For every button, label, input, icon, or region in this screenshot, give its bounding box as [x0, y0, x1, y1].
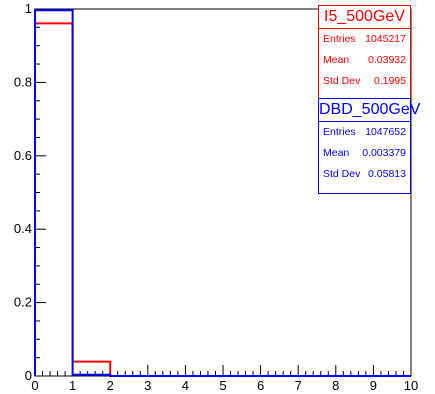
x-tick-label: 5 — [219, 378, 226, 393]
x-tick-label: 8 — [332, 378, 339, 393]
y-tick-label: 0.8 — [14, 74, 32, 89]
x-tick-label: 9 — [370, 378, 377, 393]
stats-box-dbd: DBD_500GeV Entries 1047652 Mean 0.003379 S… — [318, 98, 420, 194]
y-tick-label: 0.2 — [14, 295, 32, 310]
x-tick-labels: 0 1 2 3 4 5 6 7 8 9 10 — [31, 378, 418, 393]
stats-title: I5_500GeV — [319, 6, 410, 29]
y-tick-label: 0.6 — [14, 148, 32, 163]
stats-row-entries: Entries 1047652 — [323, 126, 406, 138]
x-tick-label: 6 — [257, 378, 264, 393]
y-tick-labels: 0 0.2 0.4 0.6 0.8 1 — [14, 1, 32, 383]
histogram-series — [34, 9, 411, 377]
series-dbd-histogram — [34, 9, 411, 377]
y-tick-label: 0.4 — [14, 221, 32, 236]
y-tick-label: 1 — [25, 1, 32, 16]
stats-row-stddev: Std Dev 0.1995 — [323, 75, 406, 87]
x-tick-label: 2 — [107, 378, 114, 393]
stats-row-mean: Mean 0.03932 — [323, 54, 406, 66]
stats-row-mean: Mean 0.003379 — [323, 147, 406, 159]
x-tick-label: 3 — [144, 378, 151, 393]
x-tick-label: 0 — [31, 378, 38, 393]
y-tick-label: 0 — [25, 368, 32, 383]
stats-title: DBD_500GeV — [319, 99, 420, 122]
x-tick-label: 10 — [404, 378, 418, 393]
x-tick-label: 1 — [69, 378, 76, 393]
x-tick-label: 4 — [182, 378, 189, 393]
stats-box-i5: I5_500GeV Entries 1045217 Mean 0.03932 Std… — [318, 5, 411, 99]
stats-row-entries: Entries 1045217 — [323, 33, 406, 45]
stats-row-stddev: Std Dev 0.05813 — [323, 168, 406, 180]
x-tick-label: 7 — [295, 378, 302, 393]
